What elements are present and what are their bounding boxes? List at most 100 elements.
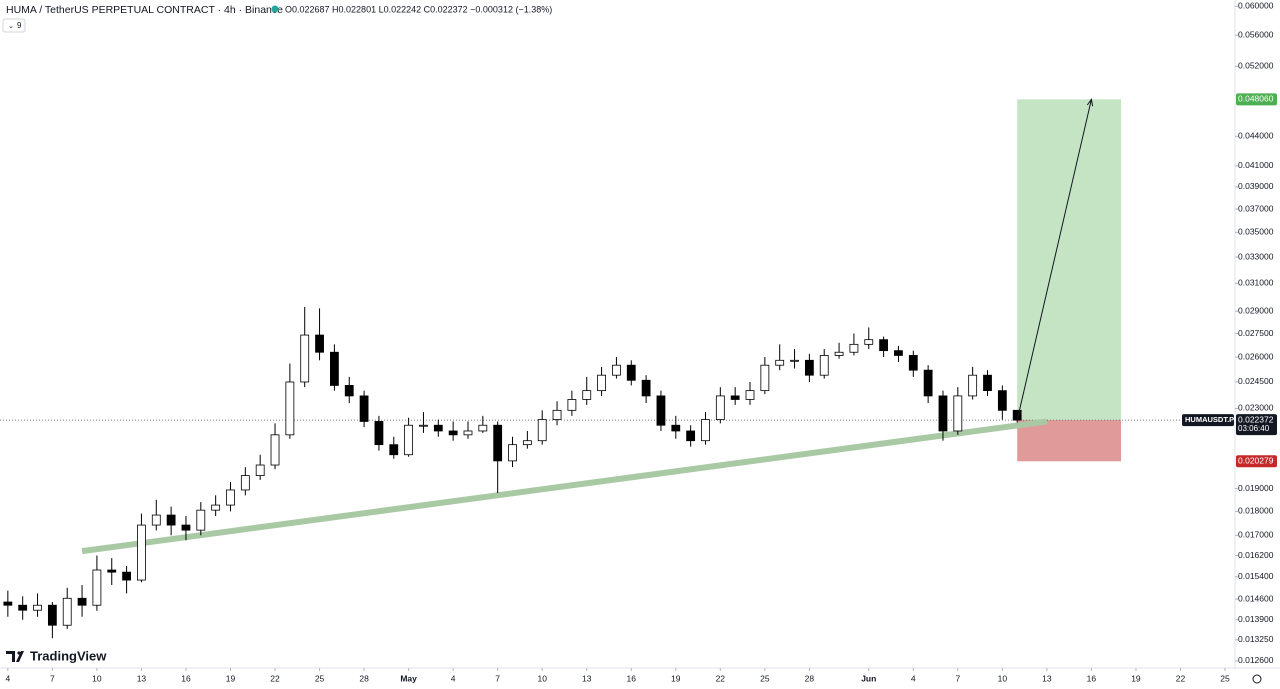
candle-body bbox=[552, 409, 562, 420]
gear[interactable] bbox=[1252, 674, 1262, 684]
candle-body bbox=[226, 489, 235, 506]
countdown-label: 03:06:40 bbox=[1238, 424, 1270, 433]
candle-body bbox=[448, 430, 458, 436]
x-tick-label: 13 bbox=[1042, 673, 1052, 683]
candle-body bbox=[686, 430, 696, 442]
candle-body bbox=[478, 424, 488, 432]
candle-body bbox=[760, 364, 770, 392]
candle-body bbox=[359, 395, 369, 422]
candle-body bbox=[997, 390, 1007, 411]
y-tick-label: 0.037000 bbox=[1238, 203, 1274, 213]
candle-body bbox=[968, 374, 978, 397]
candle-body bbox=[522, 440, 532, 446]
x-tick-label: 19 bbox=[671, 673, 681, 683]
y-tick-label: 0.027500 bbox=[1238, 328, 1274, 338]
trendline bbox=[81, 418, 1048, 555]
candle-body bbox=[270, 434, 280, 466]
x-tick-label: Jun bbox=[861, 673, 876, 683]
y-tick-label: 0.014600 bbox=[1238, 593, 1274, 603]
candle-body bbox=[879, 339, 889, 352]
x-tick-label: 22 bbox=[1176, 673, 1186, 683]
indicators-toggle[interactable] bbox=[2, 18, 26, 33]
last-price-badge bbox=[1236, 414, 1277, 436]
brand-name: TradingView bbox=[30, 648, 107, 663]
x-tick-label: 22 bbox=[270, 673, 280, 683]
y-tick-label: 0.013900 bbox=[1238, 614, 1274, 624]
candle-body bbox=[255, 464, 265, 476]
x-tick-label: 25 bbox=[760, 673, 770, 683]
candle-body bbox=[819, 355, 829, 376]
x-tick-label: 7 bbox=[50, 673, 55, 683]
ohlc-legend: O0.022687 H0.022801 L0.022242 C0.022372 … bbox=[285, 4, 552, 14]
y-tick-label: 0.044000 bbox=[1238, 131, 1274, 141]
y-tick-label: 0.031000 bbox=[1238, 278, 1274, 288]
candle-body bbox=[612, 364, 621, 376]
toggle-arrow: ⌄ bbox=[8, 23, 14, 30]
candle-body bbox=[240, 475, 250, 491]
symbol-badge-label: HUMAUSDT.P bbox=[1185, 415, 1234, 424]
x-tick-label: 28 bbox=[359, 673, 369, 683]
settings-icon[interactable] bbox=[1252, 674, 1262, 684]
candle-body bbox=[775, 359, 785, 366]
last-price-label: 0.022372 bbox=[1238, 414, 1274, 424]
candle-body bbox=[419, 424, 428, 427]
candle-body bbox=[656, 395, 666, 426]
y-tick-label: 0.033000 bbox=[1238, 251, 1274, 261]
x-tick-label: 13 bbox=[582, 673, 592, 683]
candle-body bbox=[730, 395, 740, 400]
candle-body bbox=[211, 504, 221, 511]
candle-body bbox=[122, 571, 131, 581]
candle-body bbox=[92, 569, 102, 606]
x-tick-label: 10 bbox=[92, 673, 102, 683]
y-tick-label: 0.017000 bbox=[1238, 530, 1274, 540]
x-tick-label: 22 bbox=[716, 673, 726, 683]
target-badge-label: 0.048060 bbox=[1238, 94, 1274, 104]
candle-body bbox=[285, 381, 295, 436]
candle-body bbox=[567, 399, 577, 411]
x-tick-label: 16 bbox=[627, 673, 637, 683]
candle-body bbox=[493, 424, 503, 462]
candle-body bbox=[18, 604, 28, 611]
symbol-badge bbox=[1182, 414, 1234, 427]
y-tick-label: 0.056000 bbox=[1238, 29, 1274, 39]
candle-body bbox=[463, 430, 473, 436]
candle-body bbox=[983, 374, 992, 392]
y-tick-label: 0.019000 bbox=[1238, 483, 1274, 493]
candle-body bbox=[582, 390, 592, 400]
x-tick-label: 25 bbox=[1220, 673, 1230, 683]
stop-badge-label: 0.020279 bbox=[1238, 456, 1274, 466]
candle-body bbox=[166, 514, 176, 526]
x-tick-label: 19 bbox=[1131, 673, 1141, 683]
x-tick-label: 4 bbox=[5, 673, 10, 683]
candle-body bbox=[508, 444, 517, 462]
x-tick-label: 13 bbox=[137, 673, 147, 683]
candle-body bbox=[329, 351, 339, 386]
candle-body bbox=[374, 421, 384, 446]
candle-body bbox=[953, 395, 963, 432]
x-tick-label: 4 bbox=[911, 673, 916, 683]
candle-body bbox=[671, 424, 681, 432]
y-tick-label: 0.041000 bbox=[1238, 160, 1274, 170]
candle-body bbox=[151, 514, 161, 526]
x-tick-label: 4 bbox=[451, 673, 456, 683]
candle-body bbox=[62, 597, 72, 626]
status-dot bbox=[271, 5, 279, 13]
candle-body bbox=[804, 359, 814, 376]
x-tick-label: 7 bbox=[955, 673, 960, 683]
y-tick-label: 0.026000 bbox=[1238, 351, 1274, 361]
indicators-count: 9 bbox=[17, 21, 22, 30]
candle-body bbox=[33, 604, 42, 611]
y-tick-label: 0.035000 bbox=[1238, 227, 1274, 237]
brand-logo: TradingView bbox=[6, 648, 107, 663]
candle-body bbox=[433, 424, 443, 432]
candle-body bbox=[344, 385, 354, 397]
candle-body bbox=[137, 524, 146, 581]
candle-body bbox=[47, 604, 57, 626]
x-tick-label: 16 bbox=[181, 673, 191, 683]
x-tick-label: 7 bbox=[495, 673, 500, 683]
candle-body bbox=[315, 334, 324, 353]
x-tick-label: May bbox=[400, 673, 417, 683]
stop-badge bbox=[1236, 455, 1277, 468]
candle-body bbox=[181, 524, 191, 531]
